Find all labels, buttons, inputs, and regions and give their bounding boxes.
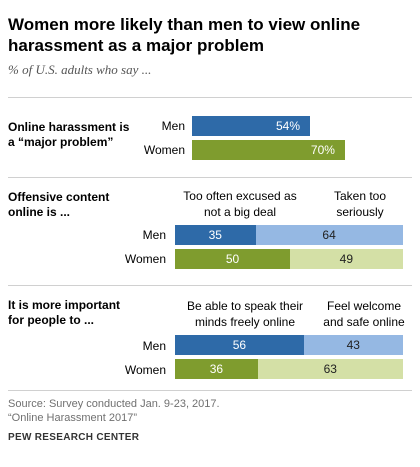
divider	[8, 390, 412, 391]
brand-logo-text: PEW RESEARCH CENTER	[8, 432, 140, 443]
row-label-women: Women	[143, 143, 185, 157]
bar-too-seriously-women: 49	[290, 249, 403, 269]
column-header-welcome-safe: Feel welcome and safe online	[323, 299, 405, 329]
question-label-offensive-content: Offensive content online is ...	[8, 190, 110, 219]
bar-major-problem-men: 54%	[192, 116, 310, 136]
question-label-more-important: It is more important for people to ...	[8, 298, 121, 327]
row-label-women: Women	[124, 252, 166, 266]
chart-title: Women more likely than men to view onlin…	[8, 15, 361, 55]
bar-excused-women: 50	[175, 249, 290, 269]
divider	[8, 97, 412, 98]
source-note: Source: Survey conducted Jan. 9-23, 2017…	[8, 398, 220, 410]
chart-subtitle: % of U.S. adults who say ...	[8, 62, 152, 77]
column-header-too-seriously: Taken too seriously	[333, 189, 387, 219]
question-label-major-problem: Online harassment is a “major problem”	[8, 120, 130, 149]
bar-excused-men: 35	[175, 225, 256, 245]
bar-welcome-safe-men: 43	[303, 335, 403, 355]
bar-too-seriously-men: 64	[255, 225, 403, 245]
bar-speak-minds-men: 56	[175, 335, 304, 355]
row-label-men: Men	[142, 339, 166, 353]
bar-major-problem-women: 70%	[192, 140, 345, 160]
divider	[8, 285, 412, 286]
row-label-men: Men	[161, 119, 185, 133]
bar-speak-minds-women: 36	[175, 359, 258, 379]
report-name: “Online Harassment 2017”	[8, 412, 138, 424]
row-label-women: Women	[124, 363, 166, 377]
bar-welcome-safe-women: 63	[257, 359, 403, 379]
column-header-excused: Too often excused as not a big deal	[183, 189, 297, 219]
divider	[8, 177, 412, 178]
row-label-men: Men	[142, 228, 166, 242]
column-header-speak-minds: Be able to speak their minds freely onli…	[186, 299, 304, 329]
